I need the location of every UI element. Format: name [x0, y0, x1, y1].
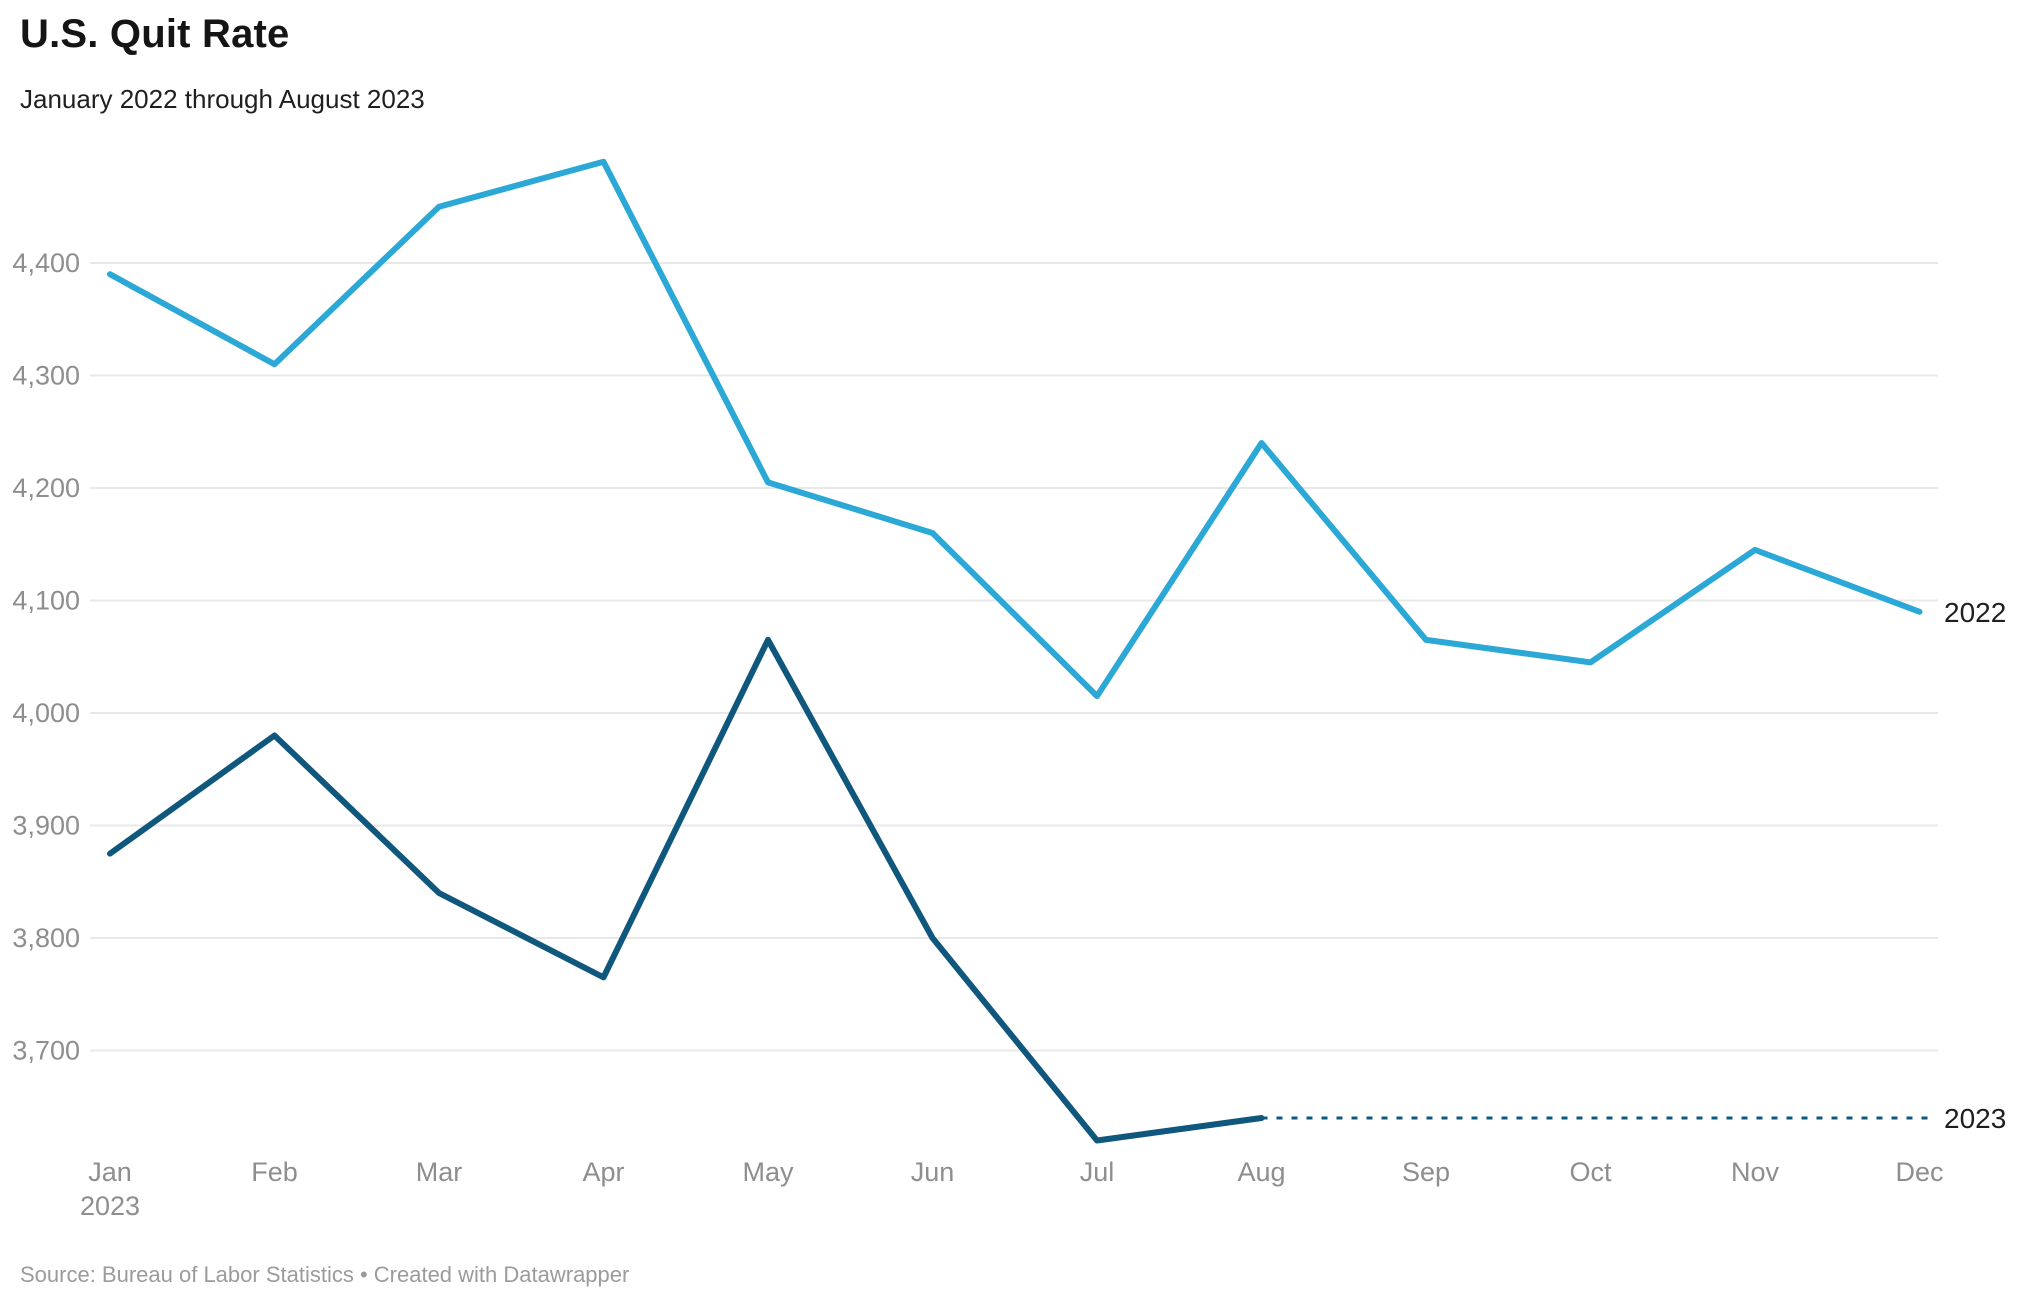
x-tick-label-apr: Apr — [582, 1157, 624, 1187]
chart-subtitle: January 2022 through August 2023 — [20, 84, 425, 114]
x-tick-label-may: May — [742, 1157, 794, 1187]
series-line-2022 — [107, 158, 1923, 700]
x-tick-label-jun: Jun — [911, 1157, 955, 1187]
y-tick-label-4300: 4,300 — [12, 361, 80, 391]
y-tick-label-4200: 4,200 — [12, 473, 80, 503]
x-tick-label-oct: Oct — [1569, 1157, 1612, 1187]
x-tick-label-mar: Mar — [416, 1157, 463, 1187]
x-tick-label-jul: Jul — [1080, 1157, 1115, 1187]
x-tick-label-sep: Sep — [1402, 1157, 1450, 1187]
series-label-2022: 2022 — [1944, 597, 2006, 628]
x-tick-year-label: 2023 — [80, 1191, 140, 1221]
x-tick-label-feb: Feb — [251, 1157, 298, 1187]
x-tick-label-aug: Aug — [1237, 1157, 1285, 1187]
y-tick-label-3700: 3,700 — [12, 1036, 80, 1066]
y-tick-label-4100: 4,100 — [12, 586, 80, 616]
y-tick-label-3900: 3,900 — [12, 811, 80, 841]
y-tick-label-4000: 4,000 — [12, 698, 80, 728]
series-line-2023 — [107, 636, 1265, 1144]
x-tick-label-nov: Nov — [1731, 1157, 1780, 1187]
series-label-2023: 2023 — [1944, 1103, 2006, 1134]
x-tick-label-jan: Jan — [88, 1157, 132, 1187]
y-tick-label-4400: 4,400 — [12, 248, 80, 278]
chart-title: U.S. Quit Rate — [20, 12, 290, 56]
source-note: Source: Bureau of Labor Statistics • Cre… — [20, 1262, 630, 1287]
x-tick-label-dec: Dec — [1895, 1157, 1943, 1187]
y-tick-label-3800: 3,800 — [12, 923, 80, 953]
